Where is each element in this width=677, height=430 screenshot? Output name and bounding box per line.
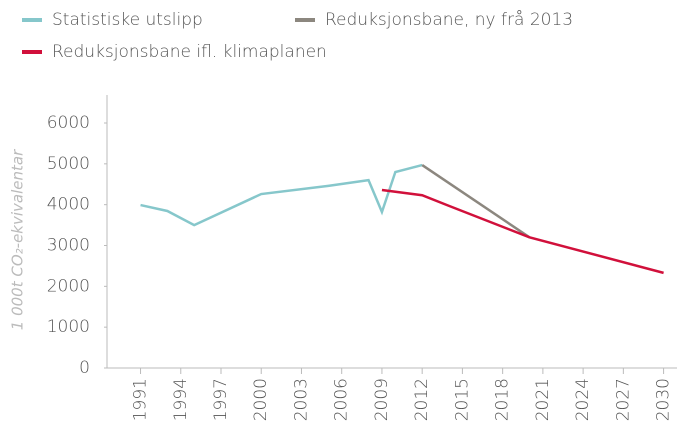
y-tick-label: 3000 bbox=[47, 236, 90, 256]
y-axis-label: 1 000t CO₂-ekvivalentar bbox=[9, 149, 27, 330]
x-tick-label: 2018 bbox=[493, 378, 513, 421]
line-series bbox=[140, 163, 423, 227]
y-tick-label: 6000 bbox=[47, 113, 90, 133]
x-tick-label: 1991 bbox=[131, 378, 151, 421]
y-tick-label: 2000 bbox=[47, 276, 90, 296]
x-tick-label: 1997 bbox=[211, 378, 231, 421]
x-tick-label: 2015 bbox=[452, 378, 472, 421]
y-tick-label: 5000 bbox=[47, 154, 90, 174]
x-tick-label: 2021 bbox=[533, 378, 553, 421]
legend-label: Reduksjonsbane, ny frå 2013 bbox=[325, 9, 573, 30]
legend-label: Statistiske utslipp bbox=[52, 10, 203, 30]
x-tick-label: 2003 bbox=[291, 378, 311, 421]
y-tick-label: 0 bbox=[79, 358, 90, 378]
y-tick-label: 1000 bbox=[47, 317, 90, 337]
x-tick-label: 2006 bbox=[332, 378, 352, 421]
legend-label: Reduksjonsbane ifl. klimaplanen bbox=[52, 42, 327, 62]
x-tick-label: 2012 bbox=[412, 378, 432, 421]
x-tick-label: 1994 bbox=[171, 378, 191, 421]
x-tick-label: 2000 bbox=[251, 378, 271, 421]
x-tick-label: 2009 bbox=[372, 378, 392, 421]
line-series bbox=[421, 164, 531, 239]
x-tick-label: 2027 bbox=[613, 378, 633, 421]
y-tick-label: 4000 bbox=[47, 195, 90, 215]
line-series bbox=[381, 188, 664, 275]
x-tick-label: 2030 bbox=[654, 378, 674, 421]
x-tick-label: 2024 bbox=[573, 378, 593, 421]
